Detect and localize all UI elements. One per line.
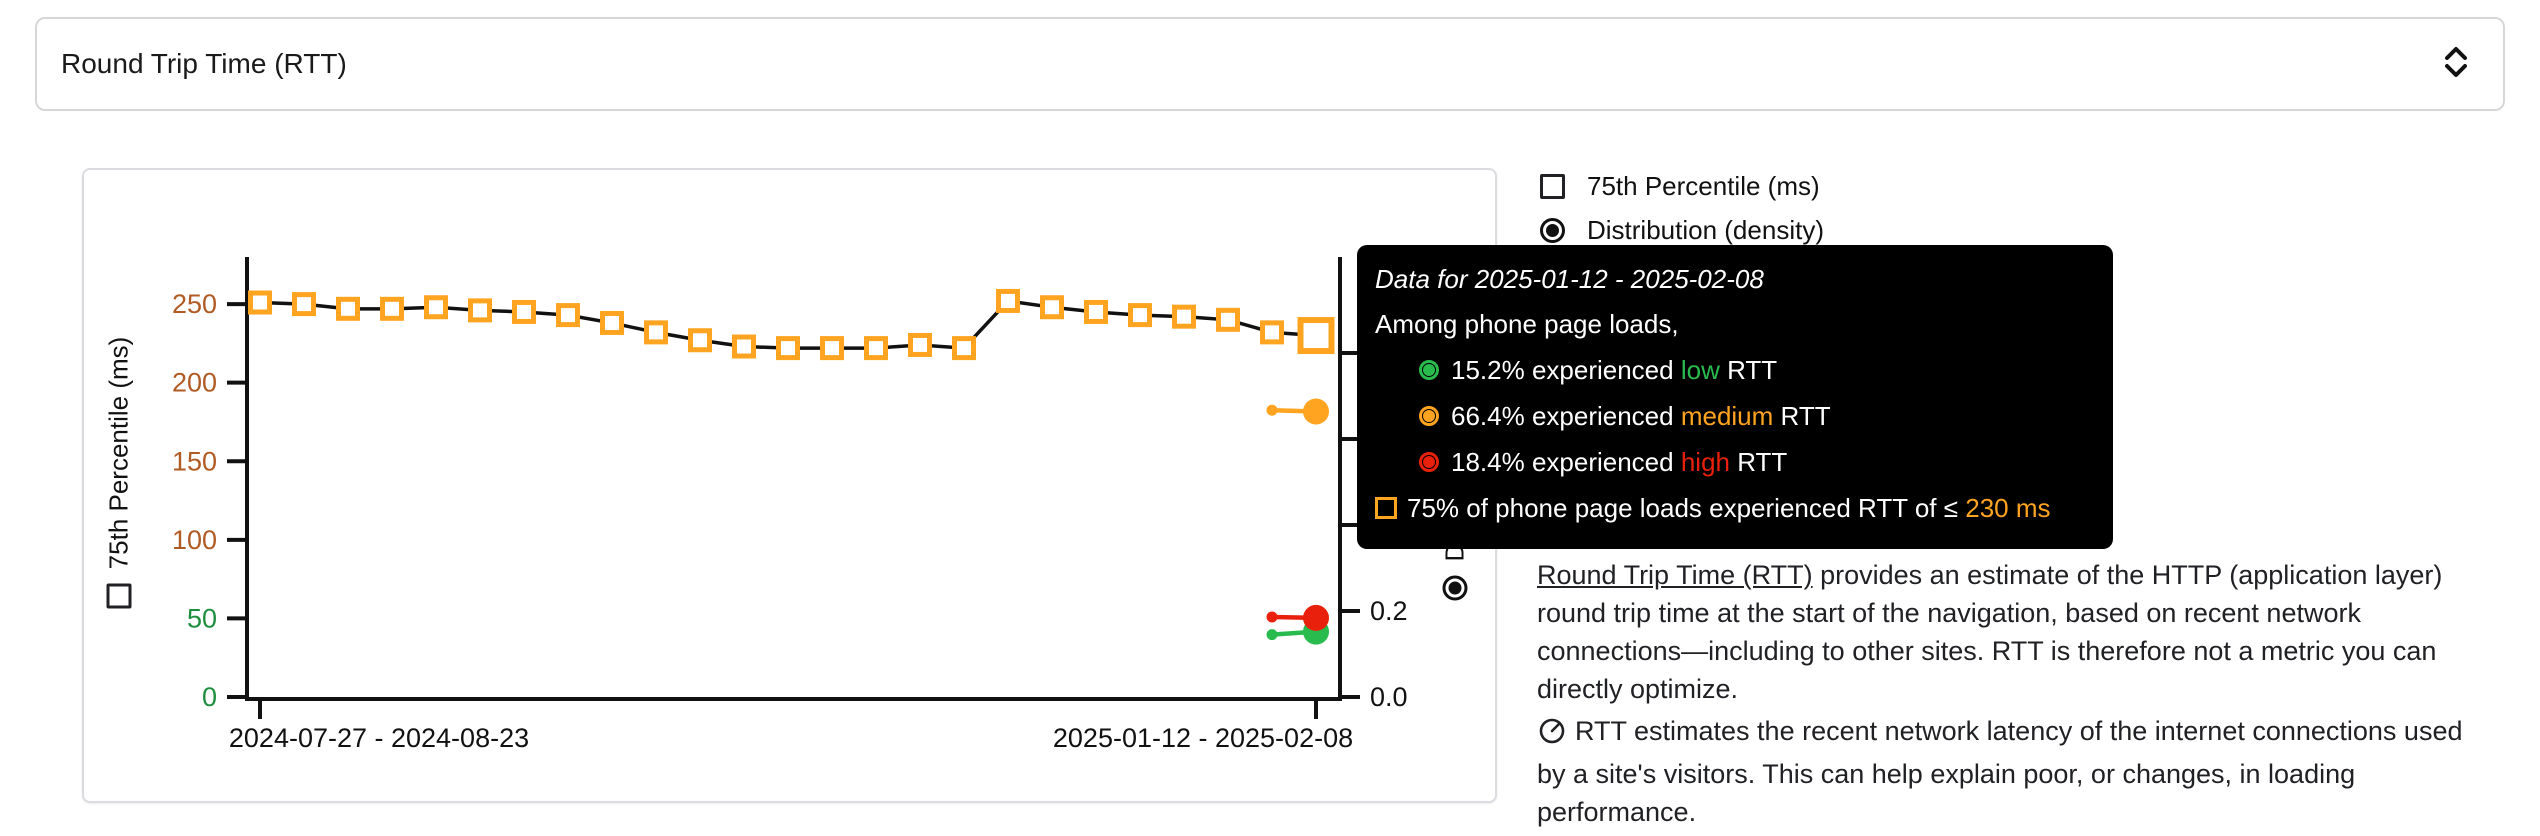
tooltip-footer-text: 75% of phone page loads experienced RTT … <box>1407 492 2051 523</box>
rtt-chart-card: 0501001502002500.00.20.40.60.82024-07-27… <box>82 168 1497 803</box>
low-rtt-marker-icon <box>1419 360 1439 380</box>
data-point-marker[interactable] <box>688 328 712 353</box>
data-point-marker[interactable] <box>248 290 272 315</box>
data-point-marker[interactable] <box>468 298 492 323</box>
data-point-marker[interactable] <box>996 288 1020 313</box>
data-point-marker[interactable] <box>1216 307 1240 332</box>
data-point-marker[interactable] <box>1172 304 1196 329</box>
density-medium-prev-dot <box>1266 404 1278 416</box>
data-point-marker[interactable] <box>776 336 800 361</box>
metric-select-label: Round Trip Time (RTT) <box>61 48 347 79</box>
y-axis-tick-label: 150 <box>172 446 217 476</box>
checkbox-icon <box>106 583 132 609</box>
y2-axis-tick-label: 0.0 <box>1370 682 1408 712</box>
metric-description: Round Trip Time (RTT) provides an estima… <box>1537 556 2537 708</box>
data-point-marker[interactable] <box>556 303 580 328</box>
data-point-marker-selected[interactable] <box>1297 317 1335 355</box>
radio-selected-icon[interactable] <box>1540 217 1565 243</box>
tooltip-row-high: 18.4% experienced high RTT <box>1375 439 2089 485</box>
rtt-docs-link[interactable]: Round Trip Time (RTT) <box>1537 560 1813 590</box>
density-high-prev-dot <box>1266 611 1278 623</box>
data-point-marker[interactable] <box>380 296 404 321</box>
y-axis-tick-label: 50 <box>187 603 217 633</box>
x-axis-label-last: 2025-01-12 - 2025-02-08 <box>1053 723 1353 753</box>
y-axis-tick-label: 200 <box>172 368 217 398</box>
density-low-prev-dot <box>1266 629 1278 641</box>
data-point-marker[interactable] <box>512 299 536 324</box>
data-point-marker[interactable] <box>908 332 932 357</box>
data-point-marker[interactable] <box>336 296 360 321</box>
legend-item-75th-percentile[interactable]: 75th Percentile (ms) <box>1540 166 1824 206</box>
legend-item-distribution[interactable]: Distribution (density) <box>1540 210 1824 250</box>
data-point-marker[interactable] <box>424 295 448 320</box>
speed-icon <box>1537 715 1567 755</box>
data-point-marker[interactable] <box>1128 303 1152 328</box>
checkbox-unchecked-icon[interactable] <box>1540 173 1565 199</box>
tooltip-title: Data for 2025-01-12 - 2025-02-08 <box>1375 264 1764 294</box>
density-high-dot[interactable] <box>1303 604 1329 631</box>
rtt-line-chart: 0501001502002500.00.20.40.60.82024-07-27… <box>172 257 1408 753</box>
tooltip-row-text: 15.2% experienced low RTT <box>1451 354 1778 385</box>
metric-explanation-text: RTT estimates the recent network latency… <box>1537 716 2463 827</box>
y-axis-title-left: 75th Percentile (ms) <box>104 313 135 633</box>
x-axis-label-first: 2024-07-27 - 2024-08-23 <box>229 723 529 753</box>
tooltip-subtitle: Among phone page loads, <box>1375 309 1679 339</box>
tooltip-row-text: 66.4% experienced medium RTT <box>1451 400 1831 431</box>
data-point-marker[interactable] <box>1260 320 1284 345</box>
data-point-marker[interactable] <box>644 320 668 345</box>
data-point-marker[interactable] <box>864 336 888 361</box>
tooltip-row-medium: 66.4% experienced medium RTT <box>1375 393 2089 439</box>
data-point-marker[interactable] <box>952 336 976 361</box>
metric-description-text: provides an estimate of the HTTP (applic… <box>1537 560 2443 704</box>
tooltip-row-low: 15.2% experienced low RTT <box>1375 347 2089 393</box>
y-axis-tick-label: 250 <box>172 289 217 319</box>
y-axis-title-left-text: 75th Percentile (ms) <box>103 336 134 570</box>
metric-select[interactable]: Round Trip Time (RTT) <box>35 17 2505 111</box>
data-tooltip: Data for 2025-01-12 - 2025-02-08 Among p… <box>1357 245 2113 549</box>
tooltip-row-text: 18.4% experienced high RTT <box>1451 446 1788 477</box>
data-point-marker[interactable] <box>732 334 756 359</box>
metric-explanation: RTT estimates the recent network latency… <box>1537 712 2537 831</box>
legend-label: 75th Percentile (ms) <box>1587 170 1820 201</box>
data-point-marker[interactable] <box>1040 295 1064 320</box>
data-point-marker[interactable] <box>600 310 624 335</box>
density-medium-dot[interactable] <box>1303 398 1329 425</box>
high-rtt-marker-icon <box>1419 452 1439 472</box>
medium-rtt-marker-icon <box>1419 406 1439 426</box>
data-point-marker[interactable] <box>1084 299 1108 324</box>
data-point-marker[interactable] <box>820 336 844 361</box>
data-point-marker[interactable] <box>292 292 316 317</box>
unfold-more-icon[interactable] <box>2439 42 2473 87</box>
radio-selected-icon <box>1442 575 1468 601</box>
y-axis-tick-label: 0 <box>202 682 217 712</box>
y-axis-tick-label: 100 <box>172 525 217 555</box>
tooltip-row-percentile: 75% of phone page loads experienced RTT … <box>1375 485 2089 531</box>
chart-legend: 75th Percentile (ms) Distribution (densi… <box>1540 166 1824 250</box>
percentile-marker-icon <box>1375 497 1397 519</box>
legend-label: Distribution (density) <box>1587 214 1824 245</box>
y2-axis-tick-label: 0.2 <box>1370 596 1408 626</box>
